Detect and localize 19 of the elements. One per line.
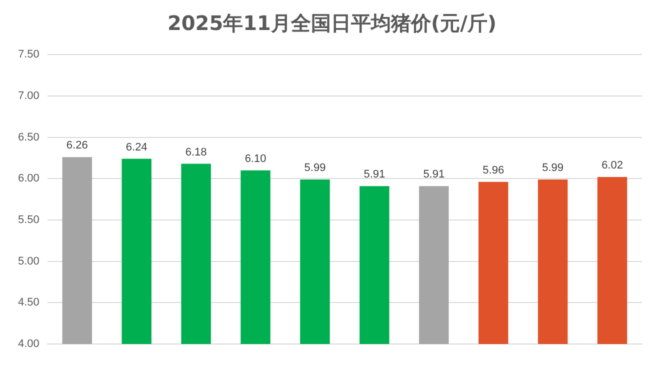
data-label: 6.18 xyxy=(185,146,207,158)
y-tick-label: 6.50 xyxy=(18,131,40,144)
y-tick-label: 4.00 xyxy=(18,338,40,350)
data-label: 5.99 xyxy=(542,162,564,174)
y-tick-label: 7.00 xyxy=(18,90,40,102)
data-label: 6.10 xyxy=(244,152,266,165)
y-tick-label: 4.50 xyxy=(18,296,40,309)
data-label: 5.96 xyxy=(482,164,504,176)
y-tick-label: 5.00 xyxy=(18,255,40,268)
y-tick-label: 6.00 xyxy=(18,172,40,185)
y-tick-label: 7.50 xyxy=(18,48,40,61)
data-label: 5.99 xyxy=(304,162,326,174)
y-tick-label: 5.50 xyxy=(18,214,40,226)
data-label: 5.91 xyxy=(423,168,445,181)
data-label: 6.26 xyxy=(66,140,88,152)
data-label: 6.02 xyxy=(602,160,623,172)
chart-title: 2025年11月全国日平均猪价(元/斤) xyxy=(166,10,498,37)
data-label: 6.24 xyxy=(126,141,148,154)
data-label: 5.91 xyxy=(364,168,386,181)
